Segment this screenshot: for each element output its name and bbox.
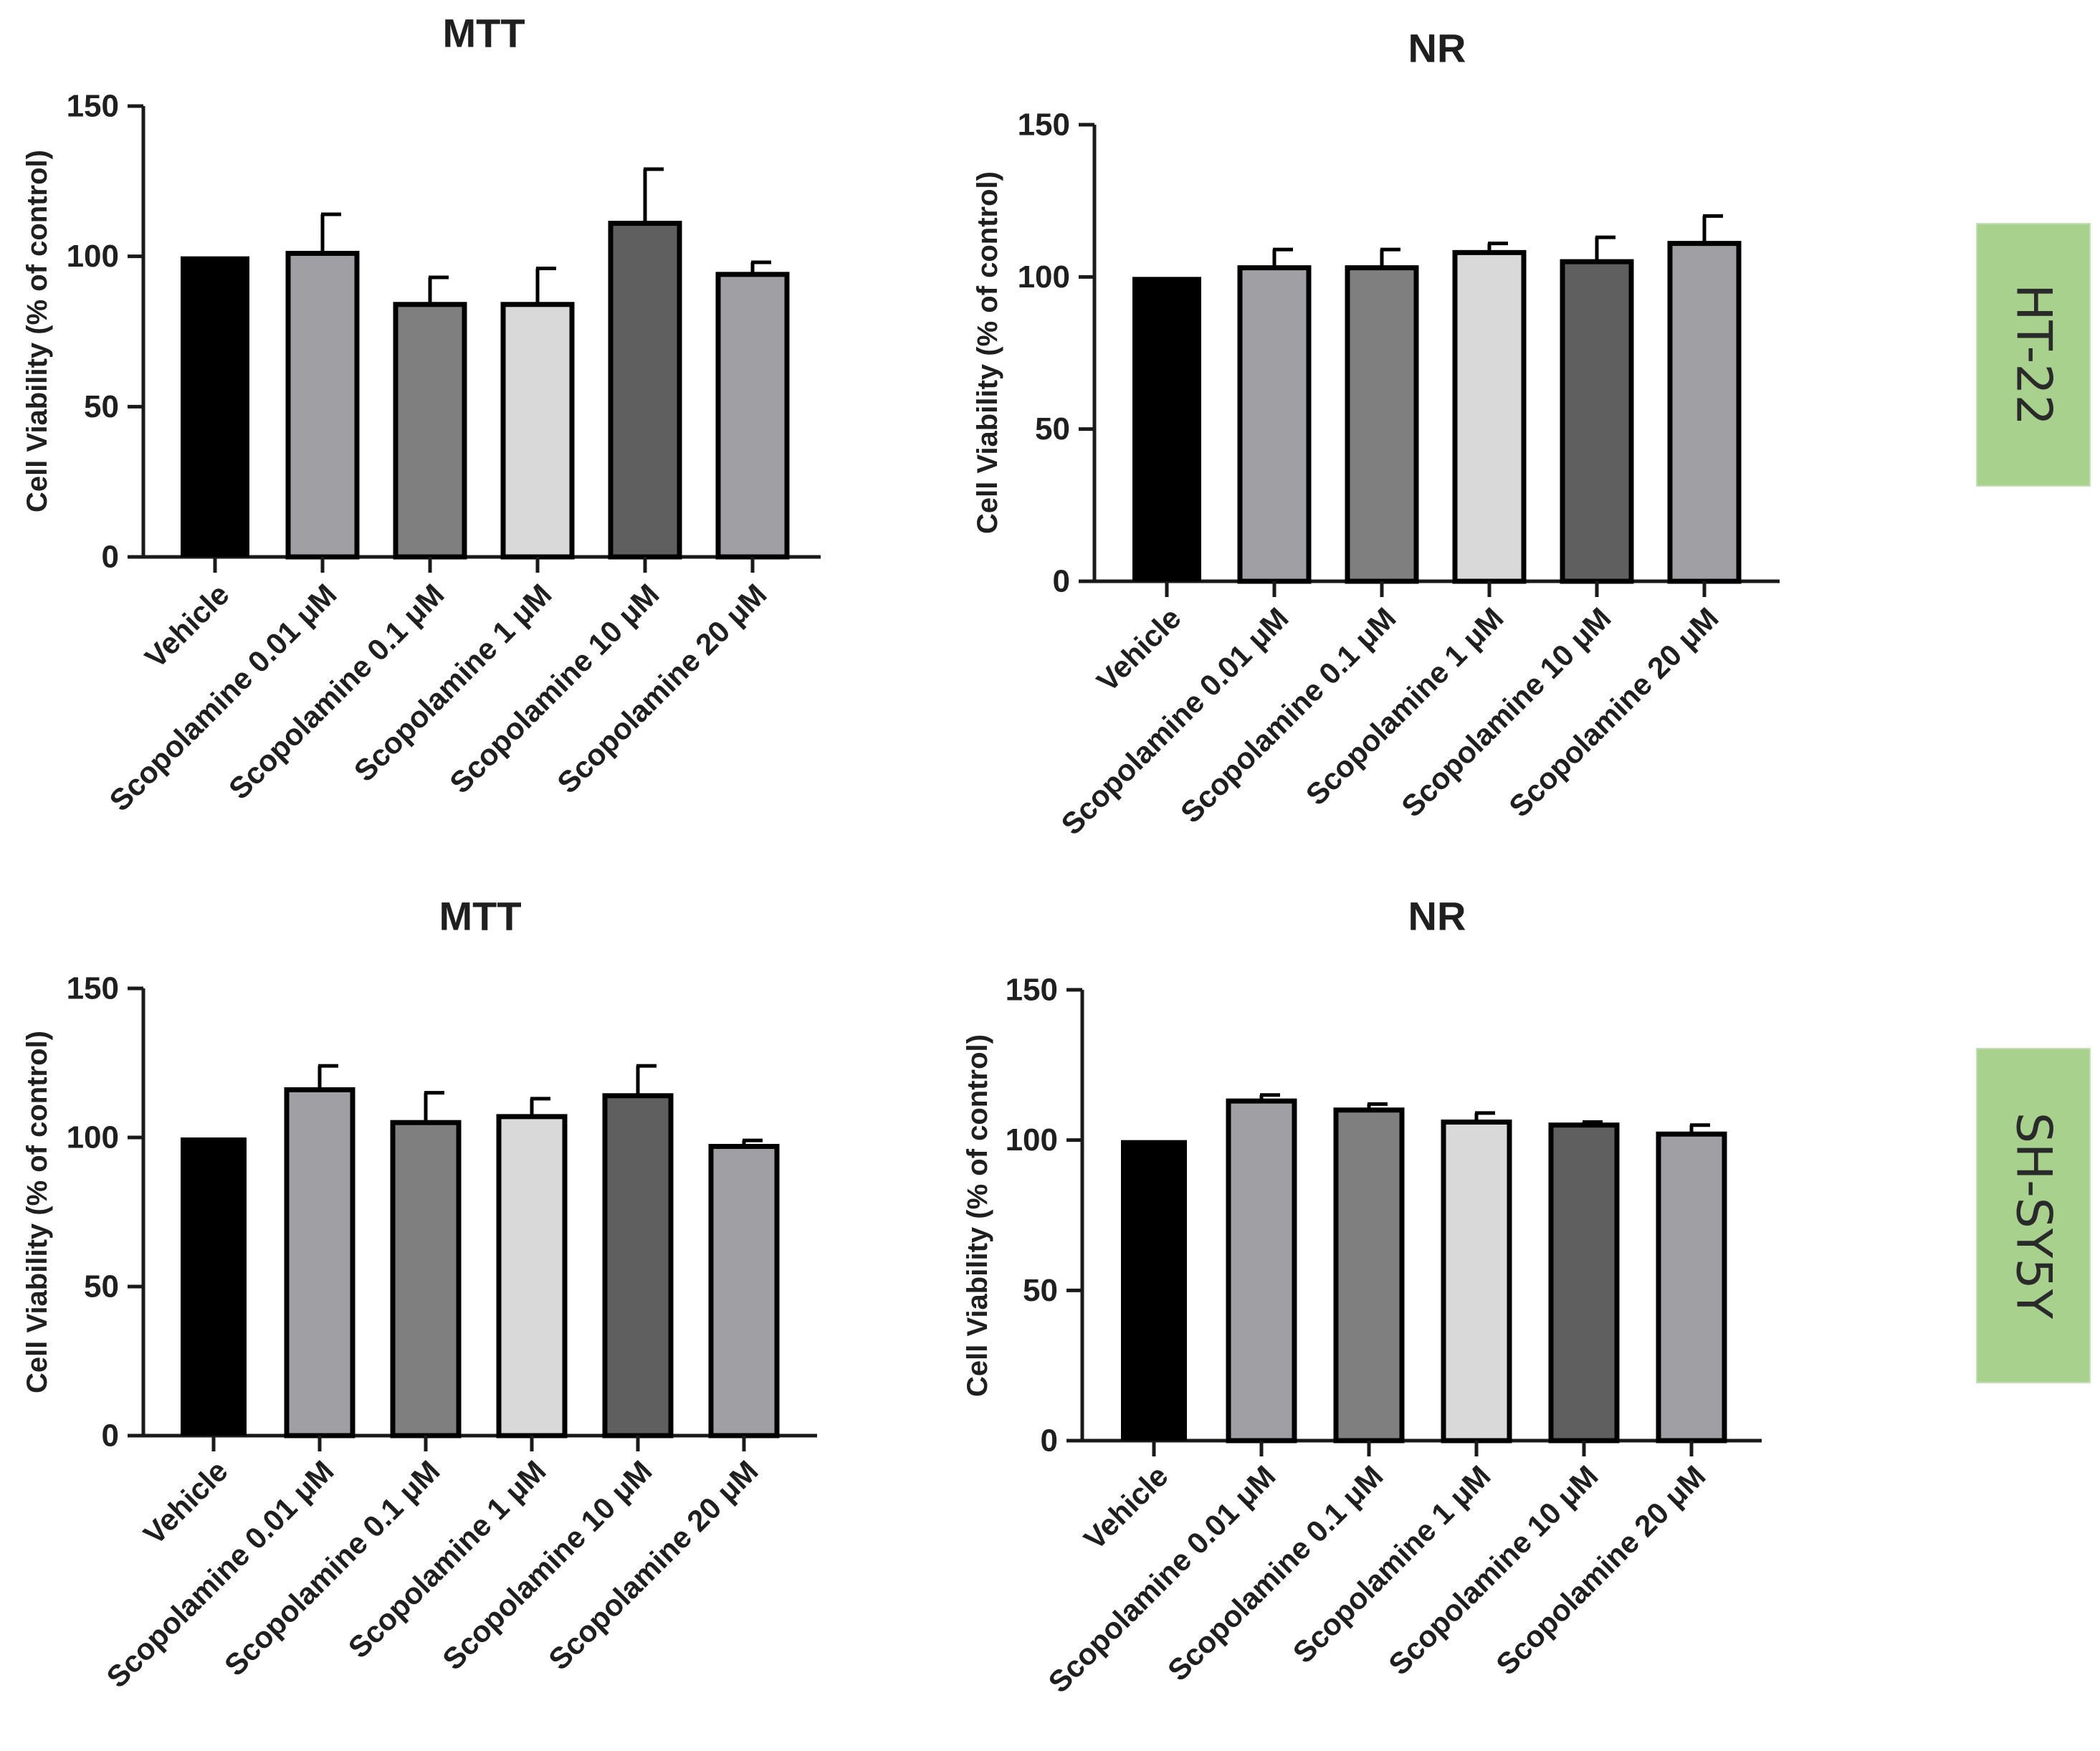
cell-line-tag-ht22: HT-22	[1976, 223, 2091, 487]
bar	[1333, 1107, 1405, 1444]
y-tick-label: 50	[1023, 1273, 1058, 1308]
y-axis-label: Cell Viability (% of control)	[22, 1031, 53, 1393]
bar	[1121, 1140, 1187, 1441]
category-label: Scopolamine 0.1 μM	[1174, 601, 1403, 829]
cell-line-tag-label: SH-SY5Y	[2005, 1112, 2062, 1320]
y-tick-label: 0	[1041, 1423, 1058, 1459]
bar	[1441, 1120, 1512, 1444]
bar	[1452, 249, 1527, 584]
bar	[1345, 265, 1419, 584]
y-tick-label: 50	[84, 1269, 119, 1304]
category-label: Scopolamine 10 μM	[436, 1454, 659, 1676]
chart-title: NR	[1408, 894, 1466, 939]
y-tick-label: 100	[1018, 259, 1070, 295]
cell-line-tag-background	[1976, 223, 2091, 487]
category-label: Scopolamine 20 μM	[550, 577, 773, 800]
category-label: Scopolamine 10 μM	[1395, 601, 1618, 824]
bar	[181, 1137, 247, 1436]
category-label: Scopolamine 0.1 μM	[1161, 1459, 1390, 1687]
bar	[500, 302, 575, 560]
bar	[390, 1120, 462, 1439]
category-label: Vehicle	[1077, 1459, 1175, 1556]
bar	[1656, 1131, 1727, 1444]
category-label: Scopolamine 20 μM	[542, 1454, 765, 1676]
category-label: Vehicle	[1090, 601, 1188, 698]
y-axis-label: Cell Viability (% of control)	[972, 171, 1003, 534]
category-label: Scopolamine 1 μM	[1299, 601, 1510, 811]
y-axis-label: Cell Viability (% of control)	[962, 1034, 993, 1397]
y-tick-label: 150	[1018, 108, 1070, 143]
bar	[1237, 265, 1312, 584]
y-tick-label: 150	[67, 971, 119, 1006]
y-tick-label: 0	[1053, 564, 1070, 599]
category-label: Scopolamine 1 μM	[1287, 1459, 1497, 1669]
category-label: Vehicle	[138, 577, 236, 674]
y-tick-label: 150	[67, 89, 119, 124]
cell-line-tag-background	[1976, 1048, 2091, 1383]
bar	[708, 1143, 780, 1439]
category-label: Scopolamine 20 μM	[1502, 601, 1725, 824]
bar	[608, 221, 682, 560]
category-label: Scopolamine 0.1 μM	[218, 1454, 447, 1682]
y-tick-label: 50	[1035, 411, 1070, 447]
cell-line-tag-shsy5y: SH-SY5Y	[1976, 1048, 2091, 1383]
bar	[1548, 1122, 1620, 1444]
bar	[284, 1087, 355, 1439]
bar	[1132, 277, 1201, 581]
category-label: Scopolamine 10 μM	[1382, 1459, 1605, 1681]
y-tick-label: 150	[1006, 973, 1058, 1008]
bar	[1560, 259, 1634, 584]
chart-title: MTT	[442, 11, 525, 56]
y-tick-label: 0	[102, 540, 119, 575]
category-label: Scopolamine 0.1 μM	[222, 577, 451, 806]
chart-ht22-nr: NR Cell Viability (% of control) 0 50 100 150…	[972, 26, 1780, 841]
bar	[393, 302, 467, 560]
bar	[715, 272, 790, 560]
bar	[1667, 241, 1742, 584]
bar	[285, 250, 360, 560]
category-label: Scopolamine 1 μM	[342, 1454, 553, 1664]
chart-title: NR	[1408, 26, 1466, 71]
bar	[602, 1093, 674, 1439]
category-label: Scopolamine 20 μM	[1489, 1459, 1712, 1681]
y-tick-label: 0	[102, 1418, 119, 1454]
cell-line-tag-label: HT-22	[2005, 284, 2062, 426]
y-axis-label: Cell Viability (% of control)	[22, 150, 53, 512]
y-tick-label: 100	[67, 1120, 119, 1155]
bar	[1226, 1098, 1297, 1444]
category-label: Scopolamine 10 μM	[443, 577, 666, 800]
chart-ht22-mtt: MTT Cell Viability (% of control) 0 50 100 15…	[22, 11, 821, 818]
category-label: Vehicle	[137, 1454, 234, 1551]
y-tick-label: 100	[1006, 1122, 1058, 1158]
chart-shsy5y-nr: NR Cell Viability (% of control) 0 50 100 150…	[962, 894, 1762, 1699]
chart-shsy5y-mtt: MTT Cell Viability (% of control) 0 50 100 15…	[22, 894, 817, 1694]
bar	[496, 1114, 568, 1439]
bar	[181, 256, 249, 557]
y-tick-label: 100	[67, 239, 119, 274]
chart-title: MTT	[439, 894, 521, 939]
y-tick-label: 50	[84, 389, 119, 424]
category-label: Scopolamine 1 μM	[348, 577, 558, 788]
